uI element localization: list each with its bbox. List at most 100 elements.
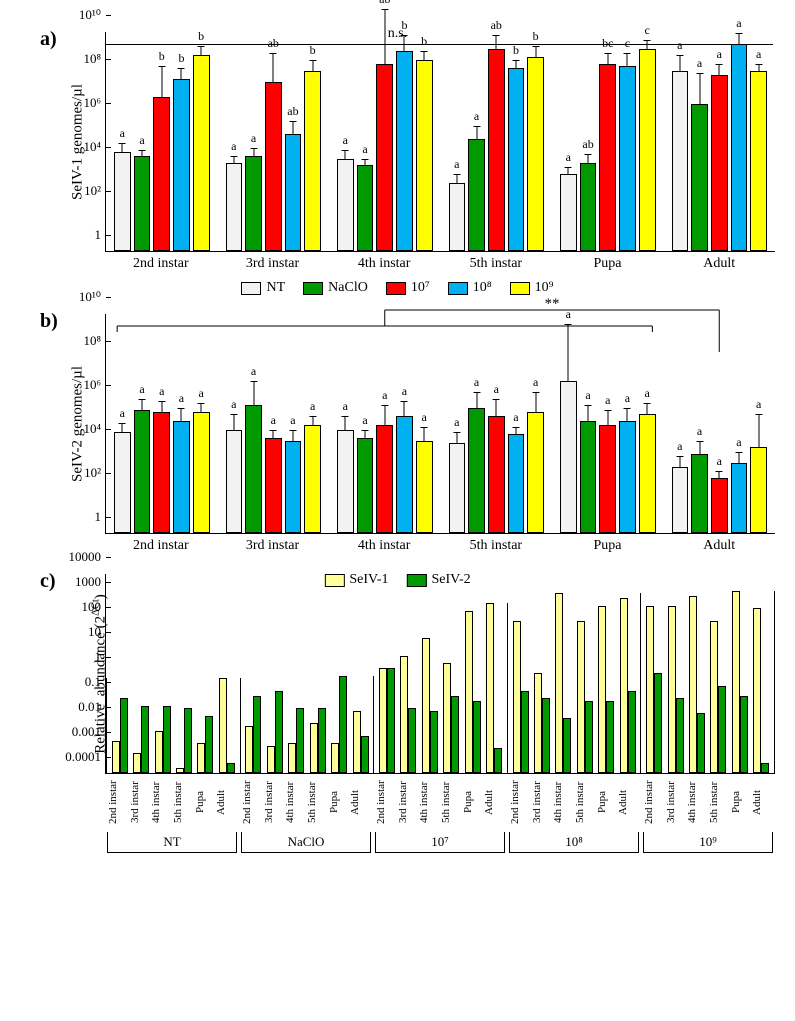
sig-letter: b: [310, 43, 316, 58]
bar: [337, 159, 354, 251]
bar: [173, 421, 190, 533]
legend-label: 10⁹: [535, 280, 554, 296]
bar: [527, 57, 544, 251]
x-stage-label: 2nd instar: [643, 774, 665, 832]
treatment-group: [508, 593, 642, 773]
bar: [245, 156, 262, 251]
sig-letter: a: [402, 384, 407, 399]
bar-wrap: a: [750, 447, 767, 533]
legend-item: 10⁸: [448, 280, 492, 296]
bar: [486, 603, 494, 773]
bar-wrap: a: [416, 441, 433, 533]
bar: [265, 438, 282, 533]
x-treatment-label: NT: [107, 832, 237, 853]
bar-wrap: a: [711, 478, 728, 533]
bar: [468, 408, 485, 533]
bar-wrap: a: [337, 159, 354, 251]
bar: [114, 152, 131, 251]
x-label: Pupa: [552, 534, 664, 554]
legend-label: 10⁷: [411, 280, 430, 296]
bar: [416, 60, 433, 251]
bar-wrap: ab: [265, 82, 282, 251]
x-stage-group: 2nd instar3rd instar4th instar5th instar…: [507, 774, 641, 832]
bar: [710, 621, 718, 774]
bar-wrap: a: [468, 408, 485, 533]
legend-label: 10⁸: [473, 280, 492, 296]
stage-pair: [152, 706, 173, 774]
bar: [331, 743, 339, 773]
stage-group: aaaaa: [329, 416, 441, 533]
x-stage-label: 3rd instar: [263, 774, 285, 832]
sig-letter: a: [756, 397, 761, 412]
stage-group: aaababb: [218, 71, 330, 251]
sig-letter: a: [120, 126, 125, 141]
bar-wrap: a: [619, 421, 636, 533]
bar-wrap: a: [245, 405, 262, 533]
sig-letter: a: [533, 375, 538, 390]
bar-wrap: a: [560, 174, 577, 251]
bar: [193, 55, 210, 251]
x-stage-label: Pupa: [730, 774, 752, 832]
legend-swatch: [386, 282, 406, 295]
stage-pair: [419, 638, 440, 773]
sig-letter: a: [290, 413, 295, 428]
x-label: 4th instar: [328, 534, 440, 554]
bar-wrap: ab: [488, 49, 505, 251]
bar: [449, 443, 466, 533]
panel-a-xlabels: 2nd instar3rd instar4th instar5th instar…: [105, 252, 775, 272]
bar: [285, 441, 302, 533]
bar-wrap: a: [672, 71, 689, 251]
bar: [245, 726, 253, 774]
bar-wrap: a: [672, 467, 689, 533]
sig-letter: c: [625, 36, 630, 51]
x-label: 4th instar: [328, 252, 440, 272]
bar: [227, 763, 235, 773]
bar: [508, 68, 525, 251]
sig-letter: a: [474, 109, 479, 124]
panel-c-plot: [106, 574, 775, 773]
sig-letter: a: [625, 391, 630, 406]
bar-wrap: a: [304, 425, 321, 533]
bar: [114, 432, 131, 533]
stage-group: aabbccc: [552, 49, 664, 251]
sig-letter: a: [343, 399, 348, 414]
x-stage-group: 2nd instar3rd instar4th instar5th instar…: [105, 774, 239, 832]
y-tick: 0.0001: [46, 749, 101, 765]
panel-b-sig-bracket: **: [106, 308, 775, 358]
bar: [387, 668, 395, 773]
stage-pair: [328, 676, 349, 774]
sig-letter: b: [198, 29, 204, 44]
bar: [205, 716, 213, 774]
bar: [527, 412, 544, 533]
sig-letter: a: [120, 406, 125, 421]
stage-group: aaaaa: [552, 381, 664, 533]
stage-pair: [285, 708, 306, 773]
x-stage-label: 5th instar: [574, 774, 596, 832]
y-tick: 10⁴: [46, 139, 101, 155]
x-stage-label: 3rd instar: [665, 774, 687, 832]
sig-letter: bc: [602, 36, 613, 51]
bar: [153, 412, 170, 533]
bar: [580, 163, 597, 251]
bar: [400, 656, 408, 774]
stage-pair: [109, 698, 130, 773]
panel-b-yticks: 110²10⁴10⁶10⁸10¹⁰: [46, 314, 101, 533]
bar: [267, 746, 275, 774]
sig-letter: a: [251, 364, 256, 379]
x-stage-label: 2nd instar: [107, 774, 129, 832]
bar: [133, 753, 141, 773]
stage-pair: [173, 708, 194, 773]
bar: [753, 608, 761, 773]
y-tick: 10⁶: [46, 377, 101, 393]
x-stage-label: 3rd instar: [129, 774, 151, 832]
sig-letter: ab: [379, 0, 390, 7]
sig-letter: a: [677, 439, 682, 454]
bar: [339, 676, 347, 774]
y-tick: 1000: [46, 574, 101, 590]
sig-letter: a: [454, 157, 459, 172]
bar: [731, 463, 748, 533]
bar: [750, 71, 767, 251]
bar: [163, 706, 171, 774]
treatment-group: [374, 603, 508, 773]
stage-pair: [264, 691, 285, 774]
